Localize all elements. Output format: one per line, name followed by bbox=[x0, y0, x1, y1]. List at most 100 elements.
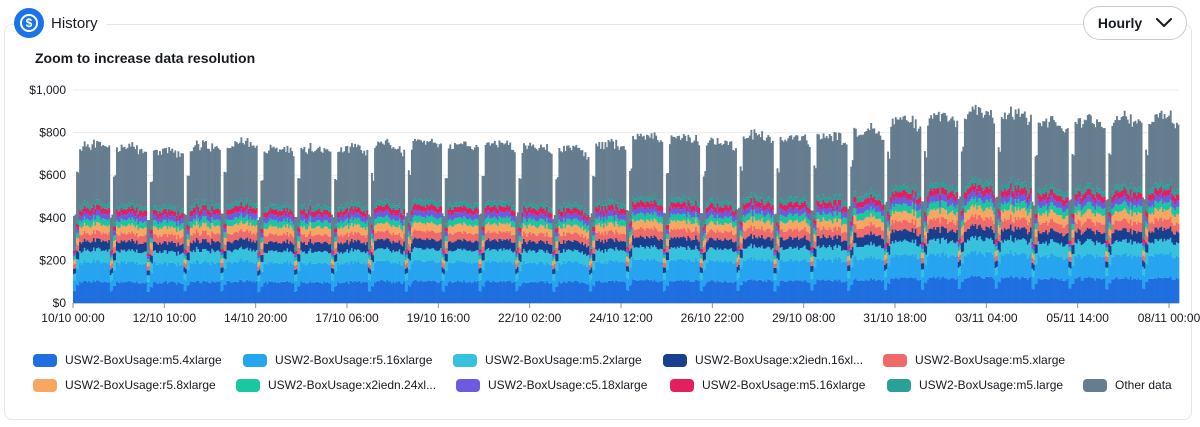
series-bar bbox=[507, 281, 510, 303]
series-bar bbox=[188, 284, 191, 303]
series-bar bbox=[521, 283, 524, 303]
series-bar bbox=[248, 281, 251, 303]
series-bar bbox=[592, 247, 595, 254]
series-bar bbox=[587, 225, 590, 231]
series-bar bbox=[168, 214, 171, 220]
series-bar bbox=[326, 242, 329, 252]
series-bar bbox=[131, 282, 134, 303]
series-bar bbox=[235, 249, 238, 263]
series-bar bbox=[535, 221, 538, 228]
series-bar bbox=[357, 144, 360, 203]
series-bar bbox=[211, 231, 214, 239]
series-bar bbox=[375, 261, 378, 282]
series-bar bbox=[160, 264, 163, 284]
series-bar bbox=[74, 259, 77, 264]
series-bar bbox=[360, 227, 363, 236]
series-bar bbox=[77, 269, 80, 286]
series-bar bbox=[607, 261, 610, 281]
series-bar bbox=[424, 212, 427, 219]
series-bar bbox=[599, 220, 602, 227]
series-bar bbox=[120, 144, 123, 203]
series-bar bbox=[410, 263, 413, 284]
series-bar bbox=[309, 142, 312, 201]
series-bar bbox=[309, 205, 312, 211]
series-bar bbox=[303, 226, 306, 234]
series-bar bbox=[145, 251, 148, 263]
series-bar bbox=[441, 213, 444, 246]
series-bar bbox=[154, 281, 157, 303]
series-bar bbox=[475, 225, 478, 233]
series-bar bbox=[320, 207, 323, 212]
series-bar bbox=[237, 143, 240, 203]
series-bar bbox=[220, 279, 223, 292]
series-bar bbox=[477, 214, 479, 220]
series-bar bbox=[309, 216, 312, 223]
series-bar bbox=[559, 228, 562, 236]
series-bar bbox=[96, 260, 98, 281]
series-bar bbox=[323, 148, 326, 205]
series-bar bbox=[541, 241, 544, 250]
series-bar bbox=[182, 223, 184, 229]
series-bar bbox=[489, 213, 492, 219]
series-bar bbox=[182, 252, 184, 265]
series-bar bbox=[432, 223, 435, 231]
series-bar bbox=[192, 224, 195, 233]
series-bar bbox=[503, 231, 505, 240]
series-bar bbox=[536, 216, 539, 222]
series-bar bbox=[578, 234, 581, 243]
series-bar bbox=[86, 218, 89, 226]
series-bar bbox=[298, 261, 301, 271]
series-bar bbox=[363, 227, 366, 235]
series-bar bbox=[472, 150, 475, 207]
series-bar bbox=[343, 215, 346, 222]
series-bar bbox=[222, 251, 224, 255]
series-bar bbox=[374, 241, 376, 251]
series-bar bbox=[366, 205, 369, 211]
series-bar bbox=[361, 211, 364, 218]
series-bar bbox=[229, 242, 232, 252]
series-bar bbox=[501, 282, 504, 303]
series-bar bbox=[473, 203, 476, 209]
series-bar bbox=[103, 262, 106, 282]
series-bar bbox=[521, 243, 524, 253]
series-bar bbox=[331, 246, 333, 250]
series-bar bbox=[135, 240, 138, 250]
series-bar bbox=[103, 213, 106, 220]
series-bar bbox=[205, 216, 207, 223]
series-bar bbox=[558, 148, 561, 205]
series-bar bbox=[544, 236, 547, 244]
series-bar bbox=[632, 235, 635, 246]
series-bar bbox=[538, 249, 541, 262]
series-bar bbox=[203, 223, 206, 232]
series-bar bbox=[420, 216, 423, 223]
series-bar bbox=[570, 210, 573, 216]
series-bar bbox=[599, 241, 602, 252]
series-bar bbox=[215, 262, 218, 282]
series-bar bbox=[295, 264, 298, 270]
series-bar bbox=[387, 260, 390, 282]
series-bar bbox=[361, 282, 364, 303]
series-bar bbox=[457, 212, 459, 218]
series-bar bbox=[520, 227, 522, 233]
series-bar bbox=[400, 228, 403, 237]
series-bar bbox=[197, 218, 200, 225]
series-bar bbox=[198, 252, 201, 264]
series-bar bbox=[455, 250, 458, 262]
series-bar bbox=[163, 281, 166, 303]
series-bar bbox=[171, 233, 174, 241]
series-bar bbox=[435, 281, 438, 303]
series-bar bbox=[380, 222, 383, 232]
series-bar bbox=[606, 263, 608, 283]
series-bar bbox=[635, 209, 638, 215]
series-bar bbox=[364, 230, 367, 238]
series-bar bbox=[198, 216, 201, 222]
series-bar bbox=[159, 151, 161, 207]
interval-dropdown[interactable]: Hourly bbox=[1083, 6, 1187, 40]
series-bar bbox=[361, 263, 364, 282]
series-bar bbox=[229, 214, 232, 221]
series-bar bbox=[555, 286, 558, 303]
series-bar bbox=[331, 252, 333, 256]
series-bar bbox=[89, 263, 92, 283]
series-bar bbox=[602, 205, 605, 211]
